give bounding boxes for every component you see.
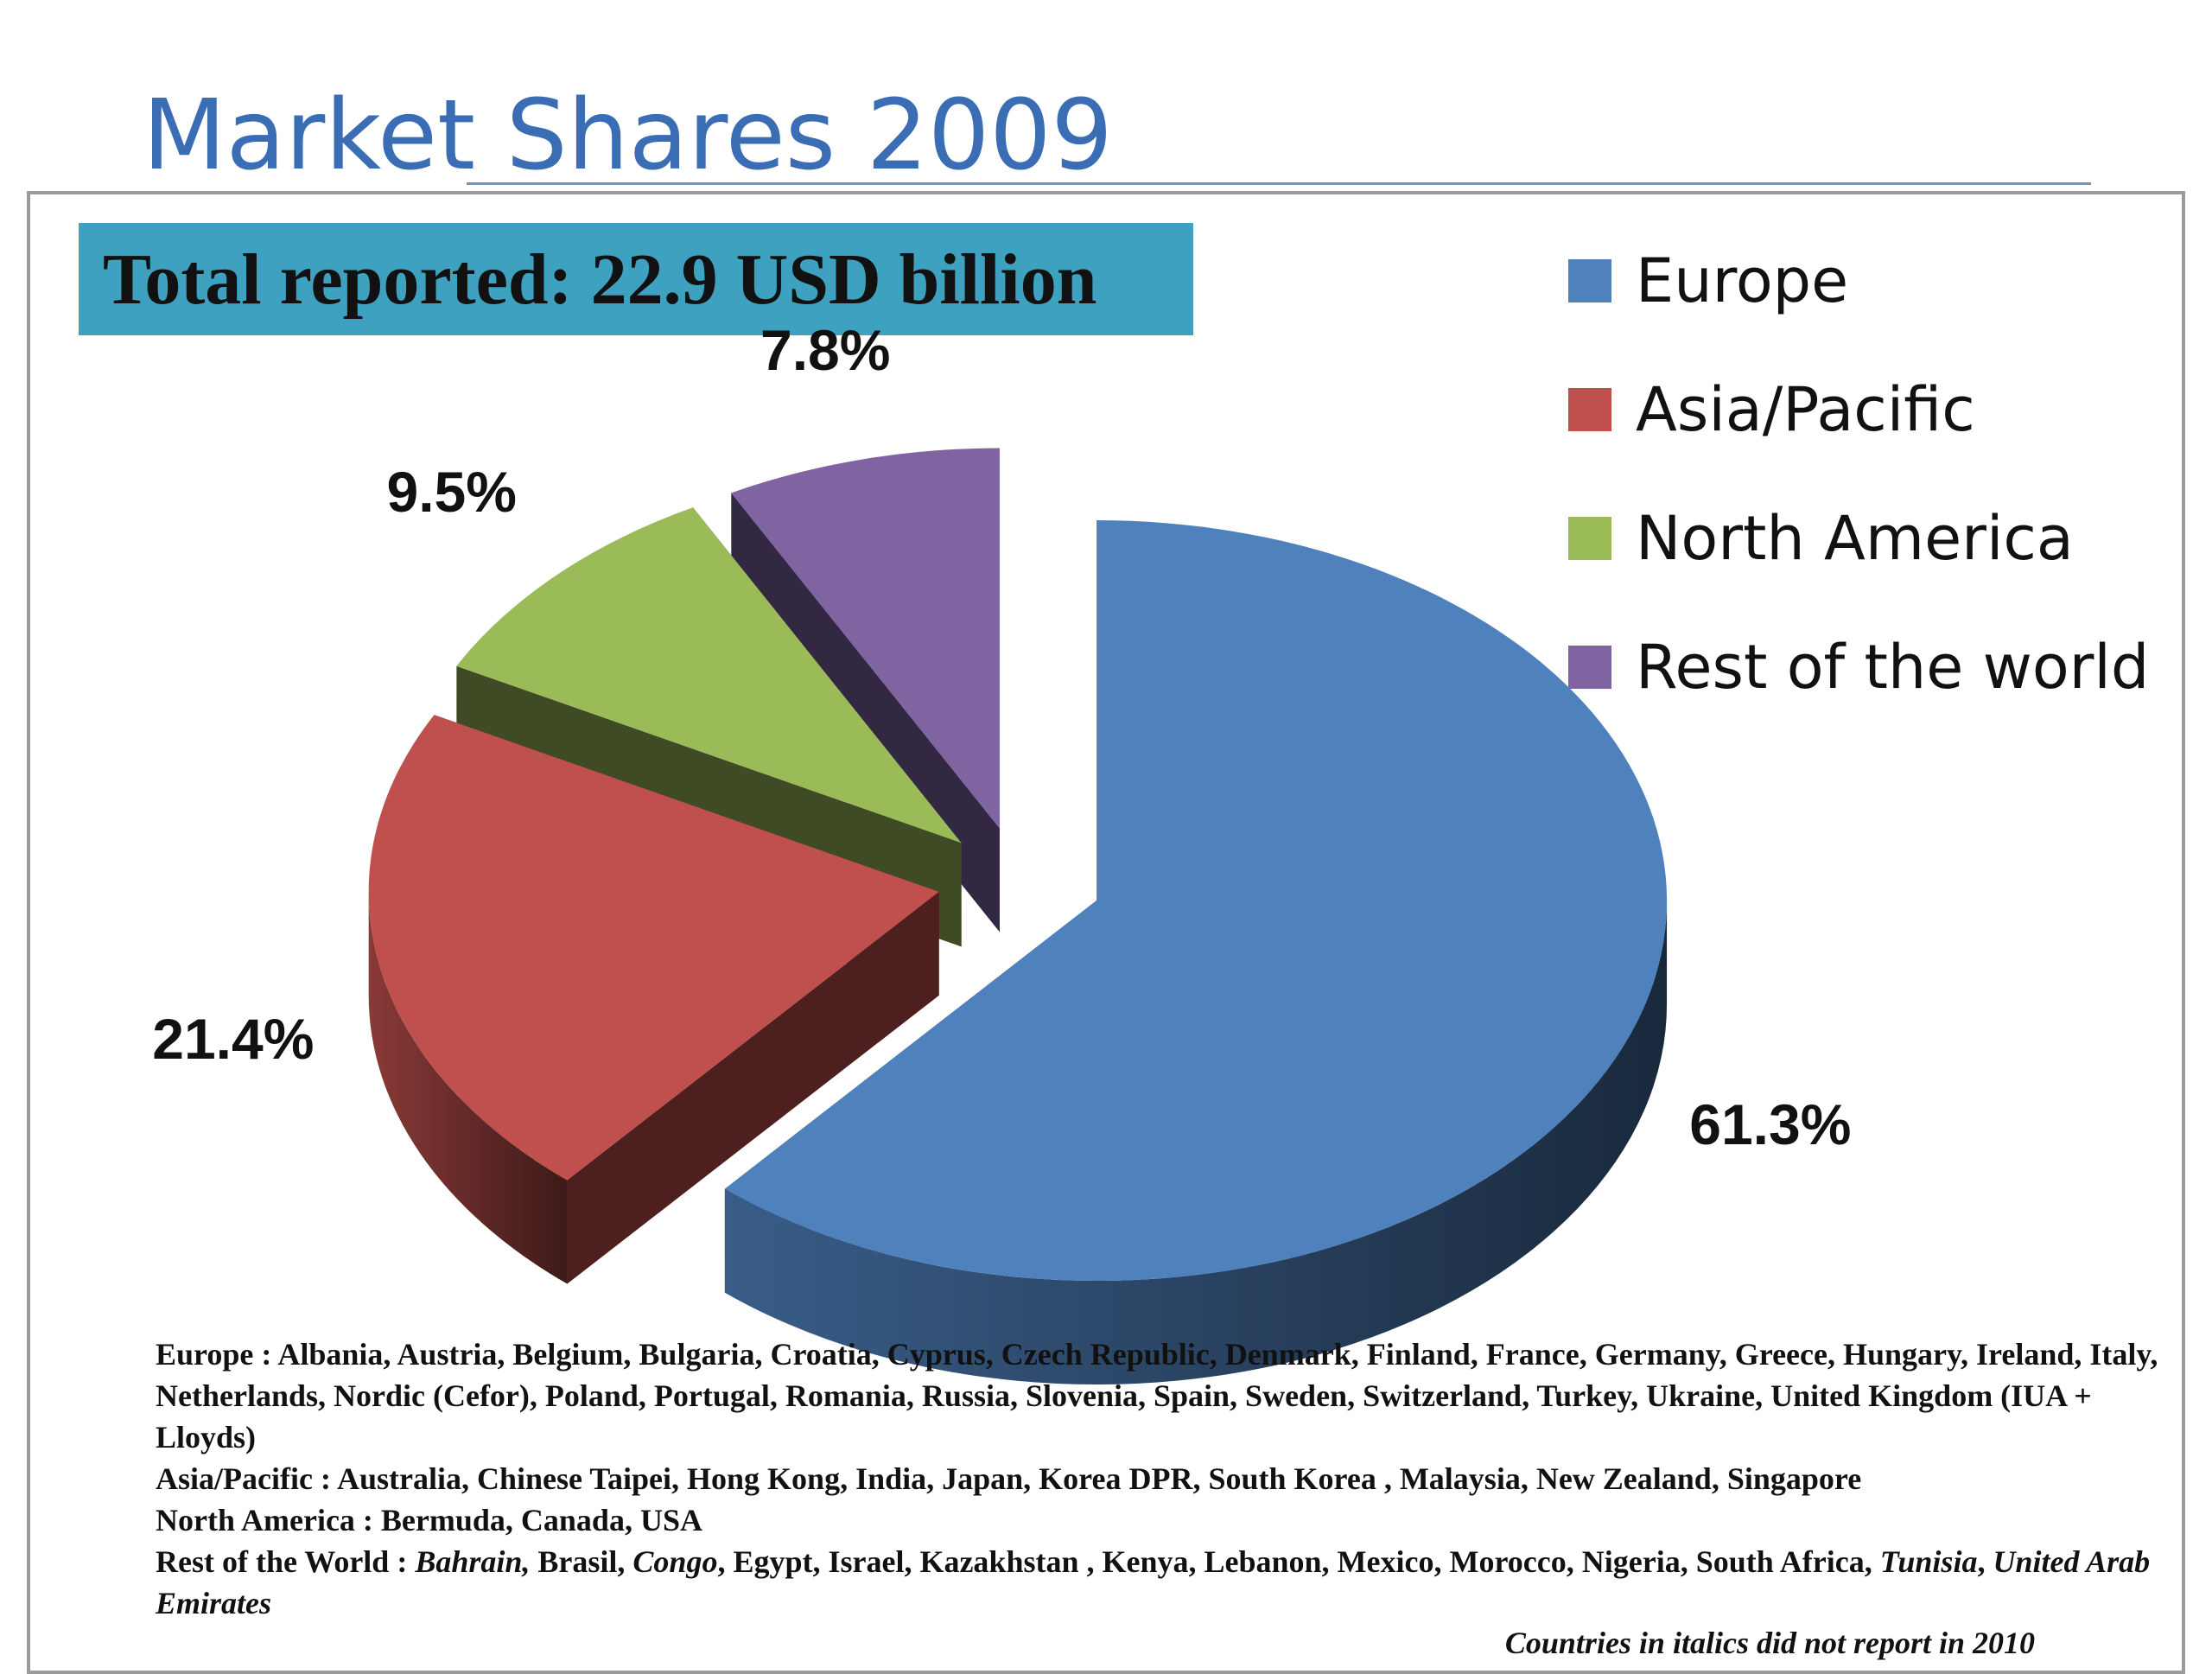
slice-top-face xyxy=(724,520,1668,1282)
rest-of-world-countries: Rest of the World : Bahrain, Brasil, Con… xyxy=(156,1541,2169,1624)
slice-top-face xyxy=(368,715,939,1181)
country-text-run: Europe : Albania, Austria, Belgium, Bulg… xyxy=(156,1337,2158,1454)
chart-legend: Europe Asia/Pacific North America Rest of t… xyxy=(1568,216,2149,731)
legend-item: Asia/Pacific xyxy=(1568,345,2149,474)
total-reported-text: Total reported: 22.9 USD billion xyxy=(103,239,1097,320)
legend-item: North America xyxy=(1568,474,2149,602)
country-text-run: , xyxy=(1977,1544,1993,1579)
slice-percent-label: 9.5% xyxy=(387,460,517,524)
slice-percent-label: 61.3% xyxy=(1689,1092,1851,1156)
slice-top-face xyxy=(731,448,1000,829)
slice-top-face xyxy=(456,507,962,843)
total-reported-banner: Total reported: 22.9 USD billion xyxy=(79,223,1193,335)
slice-percent-label: 7.8% xyxy=(760,318,890,382)
legend-label: Rest of the world xyxy=(1636,631,2150,703)
country-text-run: North America : Bermuda, Canada, USA xyxy=(156,1503,702,1537)
pie-slice xyxy=(368,715,939,1284)
country-text-run: Rest of the World : xyxy=(156,1544,416,1579)
legend-item: Rest of the world xyxy=(1568,602,2149,731)
north-america-countries: North America : Bermuda, Canada, USA xyxy=(156,1499,2169,1541)
slice-outer-wall xyxy=(724,901,1668,1385)
legend-swatch xyxy=(1568,387,1611,431)
asia-pacific-countries: Asia/Pacific : Australia, Chinese Taipei… xyxy=(156,1458,2169,1499)
slice-outer-wall xyxy=(368,891,568,1284)
country-text-run: , Egypt, Israel, Kazakhstan , Kenya, Leb… xyxy=(717,1544,1880,1579)
country-text-run: Congo xyxy=(632,1544,718,1579)
slice-side-face xyxy=(567,891,939,1284)
legend-item: Europe xyxy=(1568,216,2149,345)
legend-label: Europe xyxy=(1636,245,1849,316)
slide-title: Market Shares 2009 xyxy=(143,80,1113,192)
legend-swatch xyxy=(1568,516,1611,560)
legend-label: Asia/Pacific xyxy=(1636,373,1975,445)
pie-slice xyxy=(724,520,1668,1385)
europe-countries: Europe : Albania, Austria, Belgium, Bulg… xyxy=(156,1333,2169,1458)
country-text-run: United Arab Emirates xyxy=(156,1544,2151,1620)
legend-swatch xyxy=(1568,258,1611,302)
legend-swatch xyxy=(1568,645,1611,689)
country-text-run: Asia/Pacific : Australia, Chinese Taipei… xyxy=(156,1461,1862,1496)
slice-percent-label: 21.4% xyxy=(152,1007,314,1071)
country-text-run: Brasil, xyxy=(530,1544,633,1579)
title-underline xyxy=(467,182,2091,185)
country-text-run: Bahrain, xyxy=(415,1544,531,1579)
country-list: Europe : Albania, Austria, Belgium, Bulg… xyxy=(156,1333,2169,1624)
italics-footnote: Countries in italics did not report in 2… xyxy=(1504,1626,2035,1660)
country-text-run: Tunisia xyxy=(1879,1544,1978,1579)
legend-label: North America xyxy=(1636,502,2074,574)
